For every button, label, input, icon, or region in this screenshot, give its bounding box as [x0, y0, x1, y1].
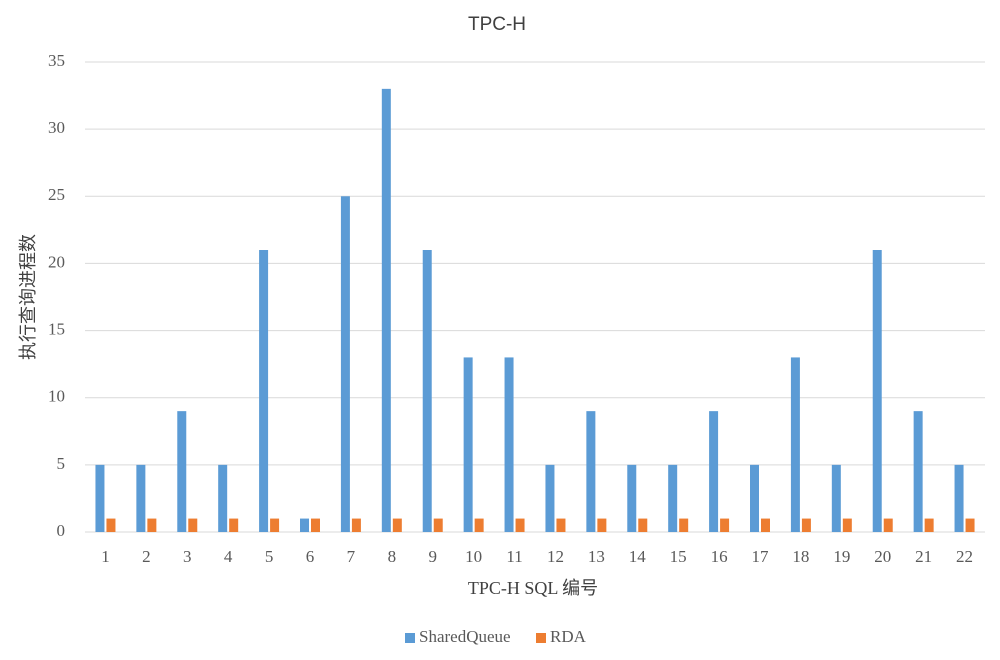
bar: [177, 411, 187, 532]
legend-label: RDA: [550, 627, 587, 646]
bar: [188, 518, 198, 532]
bar: [801, 518, 811, 532]
bar: [586, 411, 596, 532]
y-tick-label: 25: [48, 185, 65, 204]
bar: [720, 518, 730, 532]
bar: [218, 464, 228, 532]
y-axis-title: 执行查询进程数: [18, 234, 38, 360]
bar: [136, 464, 146, 532]
y-tick-label: 15: [48, 319, 65, 338]
bar: [392, 518, 402, 532]
x-tick-label: 20: [874, 547, 891, 566]
bar: [556, 518, 566, 532]
bar: [597, 518, 607, 532]
bar: [106, 518, 116, 532]
y-tick-label: 0: [57, 521, 66, 540]
bar: [229, 518, 239, 532]
legend-swatch: [405, 633, 415, 643]
x-tick-label: 9: [428, 547, 437, 566]
x-tick-label: 4: [224, 547, 233, 566]
bar: [831, 464, 841, 532]
x-tick-label: 6: [306, 547, 315, 566]
x-axis-title: TPC-H SQL 编号: [468, 578, 598, 598]
bar: [790, 357, 800, 532]
bar: [300, 518, 309, 532]
legend-label: SharedQueue: [419, 627, 511, 646]
bar: [433, 518, 443, 532]
x-tick-label: 1: [101, 547, 110, 566]
x-tick-label: 13: [588, 547, 605, 566]
y-tick-label: 20: [48, 252, 65, 271]
bar: [924, 518, 934, 532]
bar: [842, 518, 852, 532]
y-tick-label: 5: [57, 454, 66, 473]
bar: [351, 518, 361, 532]
x-tick-label: 19: [833, 547, 850, 566]
bar: [340, 196, 350, 533]
bar: [463, 357, 473, 532]
bar: [270, 518, 280, 532]
bar: [913, 411, 923, 532]
y-tick-label: 10: [48, 387, 65, 406]
x-tick-label: 17: [752, 547, 770, 566]
x-tick-label: 8: [388, 547, 397, 566]
x-tick-label: 18: [792, 547, 809, 566]
bar: [638, 518, 648, 532]
bar: [668, 464, 678, 532]
bar: [954, 464, 964, 532]
bar: [311, 518, 320, 532]
legend-swatch: [536, 633, 546, 643]
x-tick-label: 12: [547, 547, 564, 566]
x-tick-label: 14: [629, 547, 647, 566]
x-tick-label: 7: [347, 547, 356, 566]
bar: [627, 464, 637, 532]
bar: [381, 88, 391, 532]
bar: [474, 518, 484, 532]
bar: [422, 250, 432, 532]
y-tick-label: 30: [48, 118, 65, 137]
x-tick-label: 10: [465, 547, 482, 566]
x-tick-label: 16: [711, 547, 728, 566]
x-tick-label: 15: [670, 547, 687, 566]
bar: [259, 250, 269, 532]
bar: [965, 518, 975, 532]
bar: [883, 518, 893, 532]
bar: [147, 518, 157, 532]
bar: [709, 411, 719, 532]
bar: [95, 464, 105, 532]
chart-title: TPC-H: [468, 14, 526, 35]
bar: [504, 357, 514, 532]
bar: [545, 464, 555, 532]
bar: [515, 518, 525, 532]
x-tick-label: 2: [142, 547, 151, 566]
x-tick-label: 22: [956, 547, 973, 566]
x-tick-label: 5: [265, 547, 274, 566]
bar: [761, 518, 770, 532]
bar: [679, 518, 689, 532]
x-tick-label: 11: [506, 547, 522, 566]
bar: [872, 250, 882, 532]
y-tick-label: 35: [48, 51, 65, 70]
x-tick-label: 21: [915, 547, 932, 566]
bar: [750, 464, 759, 532]
x-tick-label: 3: [183, 547, 192, 566]
